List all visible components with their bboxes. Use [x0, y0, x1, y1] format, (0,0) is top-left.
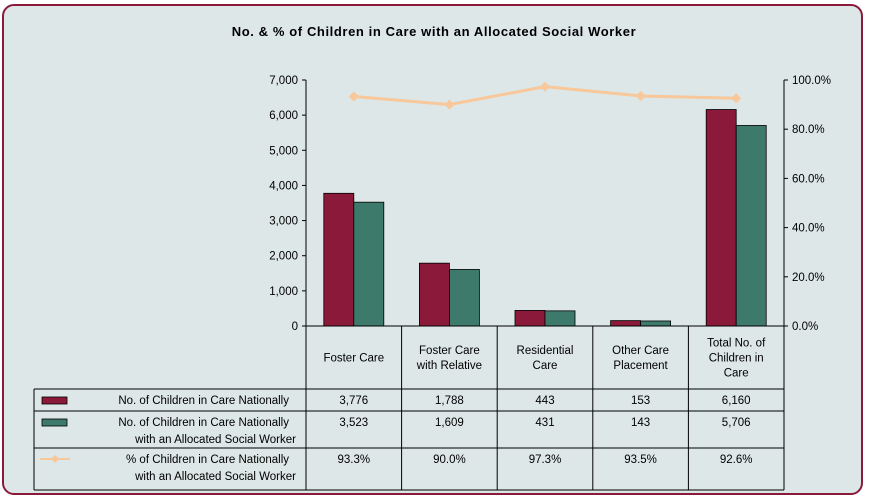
table-value: 443 — [535, 395, 554, 407]
y-tick-label: 1,000 — [269, 286, 298, 298]
x-category-label: Foster Care — [323, 353, 384, 365]
y-tick-label: 4,000 — [269, 180, 298, 192]
table-value: 97.3% — [529, 454, 562, 466]
bar-allocated-social-worker — [544, 310, 576, 327]
bar-allocated-social-worker — [735, 125, 767, 327]
y2-tick-label: 80.0% — [792, 124, 825, 136]
y-tick-label: 7,000 — [269, 75, 298, 87]
x-category-label: Other Care — [612, 345, 669, 357]
table-value: 143 — [631, 417, 650, 429]
series-name: % of Children in Care Nationally — [126, 454, 289, 466]
legend-key-marker — [51, 455, 59, 463]
x-category-label: Children in — [709, 353, 764, 365]
line-point-marker — [348, 91, 359, 102]
chart-frame: No. & % of Children in Care with an Allo… — [2, 4, 863, 495]
series-name: No. of Children in Care Nationally — [118, 417, 289, 429]
table-value: 93.5% — [624, 454, 657, 466]
y2-tick-label: 100.0% — [792, 75, 831, 87]
table-value: 1,609 — [435, 417, 464, 429]
y2-tick-label: 40.0% — [792, 223, 825, 235]
series-name: with an Allocated Social Worker — [134, 434, 296, 446]
line-point-marker — [731, 93, 742, 104]
series-name: with an Allocated Social Worker — [134, 471, 296, 483]
y-tick-label: 5,000 — [269, 145, 298, 157]
table-value: 90.0% — [433, 454, 466, 466]
table-value: 5,706 — [722, 417, 751, 429]
table-value: 3,523 — [339, 417, 368, 429]
y-tick-label: 3,000 — [269, 216, 298, 228]
bar-children-in-care — [705, 109, 737, 327]
x-category-label: Total No. of — [707, 338, 766, 350]
bar-allocated-social-worker — [640, 320, 671, 327]
y-tick-label: 0 — [292, 321, 298, 333]
line-point-marker — [540, 81, 550, 92]
bar-allocated-social-worker — [448, 269, 480, 327]
y-tick-label: 2,000 — [269, 251, 298, 263]
bar-children-in-care — [323, 192, 355, 327]
line-point-marker — [635, 90, 646, 101]
x-category-label: Foster Care — [419, 345, 480, 357]
series-name: No. of Children in Care Nationally — [118, 395, 289, 407]
table-value: 6,160 — [722, 395, 751, 407]
chart: No. & % of Children in Care with an Allo… — [33, 24, 831, 491]
table-value: 1,788 — [435, 395, 464, 407]
chart-title: No. & % of Children in Care with an Allo… — [232, 24, 637, 39]
bar-children-in-care — [418, 262, 450, 327]
y2-tick-label: 20.0% — [792, 272, 825, 284]
x-category-label: Placement — [613, 360, 668, 372]
x-category-label: Care — [724, 368, 749, 380]
bar-allocated-social-worker — [353, 201, 385, 327]
y-tick-label: 6,000 — [269, 110, 298, 122]
table-value: 431 — [535, 417, 554, 429]
x-category-label: Care — [533, 360, 558, 372]
table-value: 93.3% — [337, 454, 370, 466]
x-category-label: with Relative — [416, 360, 482, 372]
bar-children-in-care — [610, 320, 641, 327]
y2-tick-label: 0.0% — [792, 321, 818, 333]
table-value: 153 — [631, 395, 650, 407]
table-value: 92.6% — [720, 454, 753, 466]
line-point-marker — [444, 99, 455, 110]
x-category-label: Residential — [517, 345, 574, 357]
legend-key-bar — [41, 418, 68, 427]
table-value: 3,776 — [339, 395, 368, 407]
bar-children-in-care — [514, 310, 546, 327]
legend-key-bar — [41, 396, 68, 405]
y2-tick-label: 60.0% — [792, 173, 825, 185]
